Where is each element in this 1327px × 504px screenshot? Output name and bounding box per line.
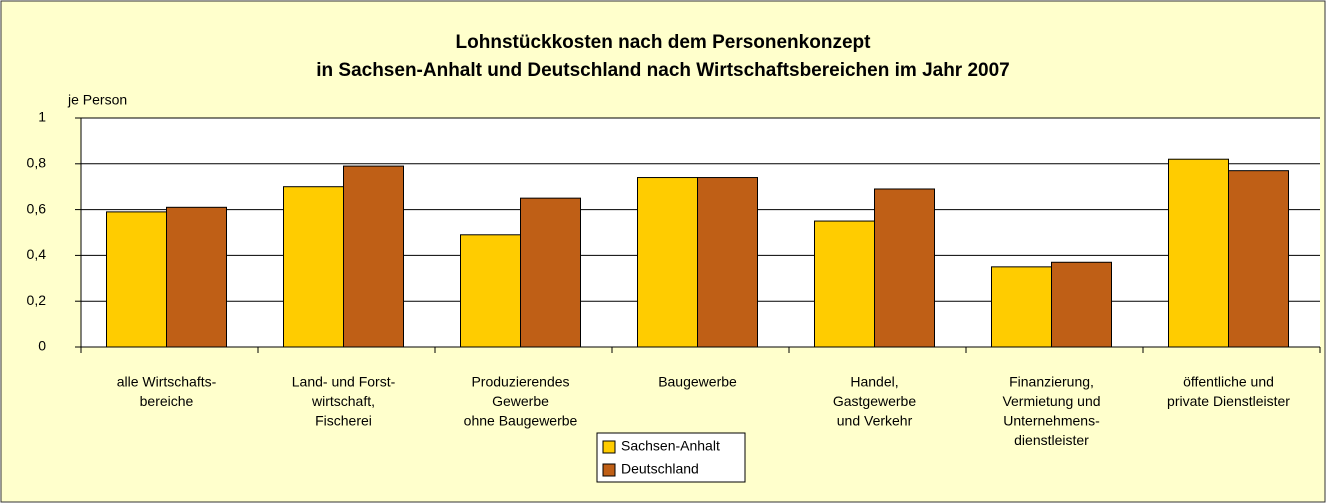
x-tick-label: Handel, [850, 374, 898, 390]
bar [1051, 261, 1112, 348]
chart-title: Lohnstückkosten nach dem Personenkonzept [456, 32, 872, 53]
x-tick-label: Unternehmens- [1003, 413, 1100, 429]
bar [343, 165, 404, 348]
y-tick-label: 0,4 [27, 246, 47, 262]
bar [874, 188, 935, 348]
x-tick-label: und Verkehr [837, 413, 913, 429]
x-tick-label: Fischerei [315, 413, 372, 429]
bar [166, 206, 227, 348]
x-tick-label: wirtschaft, [311, 393, 375, 409]
x-tick-label: Finanzierung, [1009, 374, 1094, 390]
legend [596, 432, 746, 483]
y-tick-label: 0,2 [27, 292, 47, 308]
y-tick-label: 0 [38, 338, 46, 354]
bar [1228, 170, 1289, 348]
x-tick-label: Gewerbe [492, 393, 549, 409]
x-tick-label: private Dienstleister [1167, 393, 1290, 409]
bar [106, 211, 167, 348]
bar [1168, 158, 1229, 348]
bar [697, 177, 758, 348]
legend-swatch [602, 463, 616, 477]
bar [520, 197, 581, 348]
y-axis-label: je Person [67, 92, 127, 108]
x-tick-label: öffentliche und [1183, 374, 1274, 390]
bar [637, 177, 698, 348]
y-tick-label: 0,8 [27, 155, 47, 171]
x-tick-label: dienstleister [1014, 432, 1089, 448]
x-tick-label: Land- und Forst- [292, 374, 396, 390]
x-tick-label: Baugewerbe [658, 374, 737, 390]
x-tick-label: Vermietung und [1002, 393, 1100, 409]
y-tick-label: 0,6 [27, 200, 47, 216]
x-tick-label: ohne Baugewerbe [464, 413, 578, 429]
legend-swatch [602, 440, 616, 454]
bar [283, 186, 344, 348]
bar [991, 266, 1052, 348]
bar [460, 234, 521, 348]
bar [814, 220, 875, 348]
y-tick-label: 1 [38, 109, 46, 125]
x-tick-label: Produzierendes [471, 374, 569, 390]
x-tick-label: alle Wirtschafts- [117, 374, 217, 390]
x-tick-label: Gastgewerbe [833, 393, 916, 409]
x-tick-label: bereiche [140, 393, 194, 409]
legend-label: Sachsen-Anhalt [621, 438, 720, 454]
legend-label: Deutschland [621, 461, 699, 477]
chart-title: in Sachsen-Anhalt und Deutschland nach W… [316, 60, 1010, 81]
